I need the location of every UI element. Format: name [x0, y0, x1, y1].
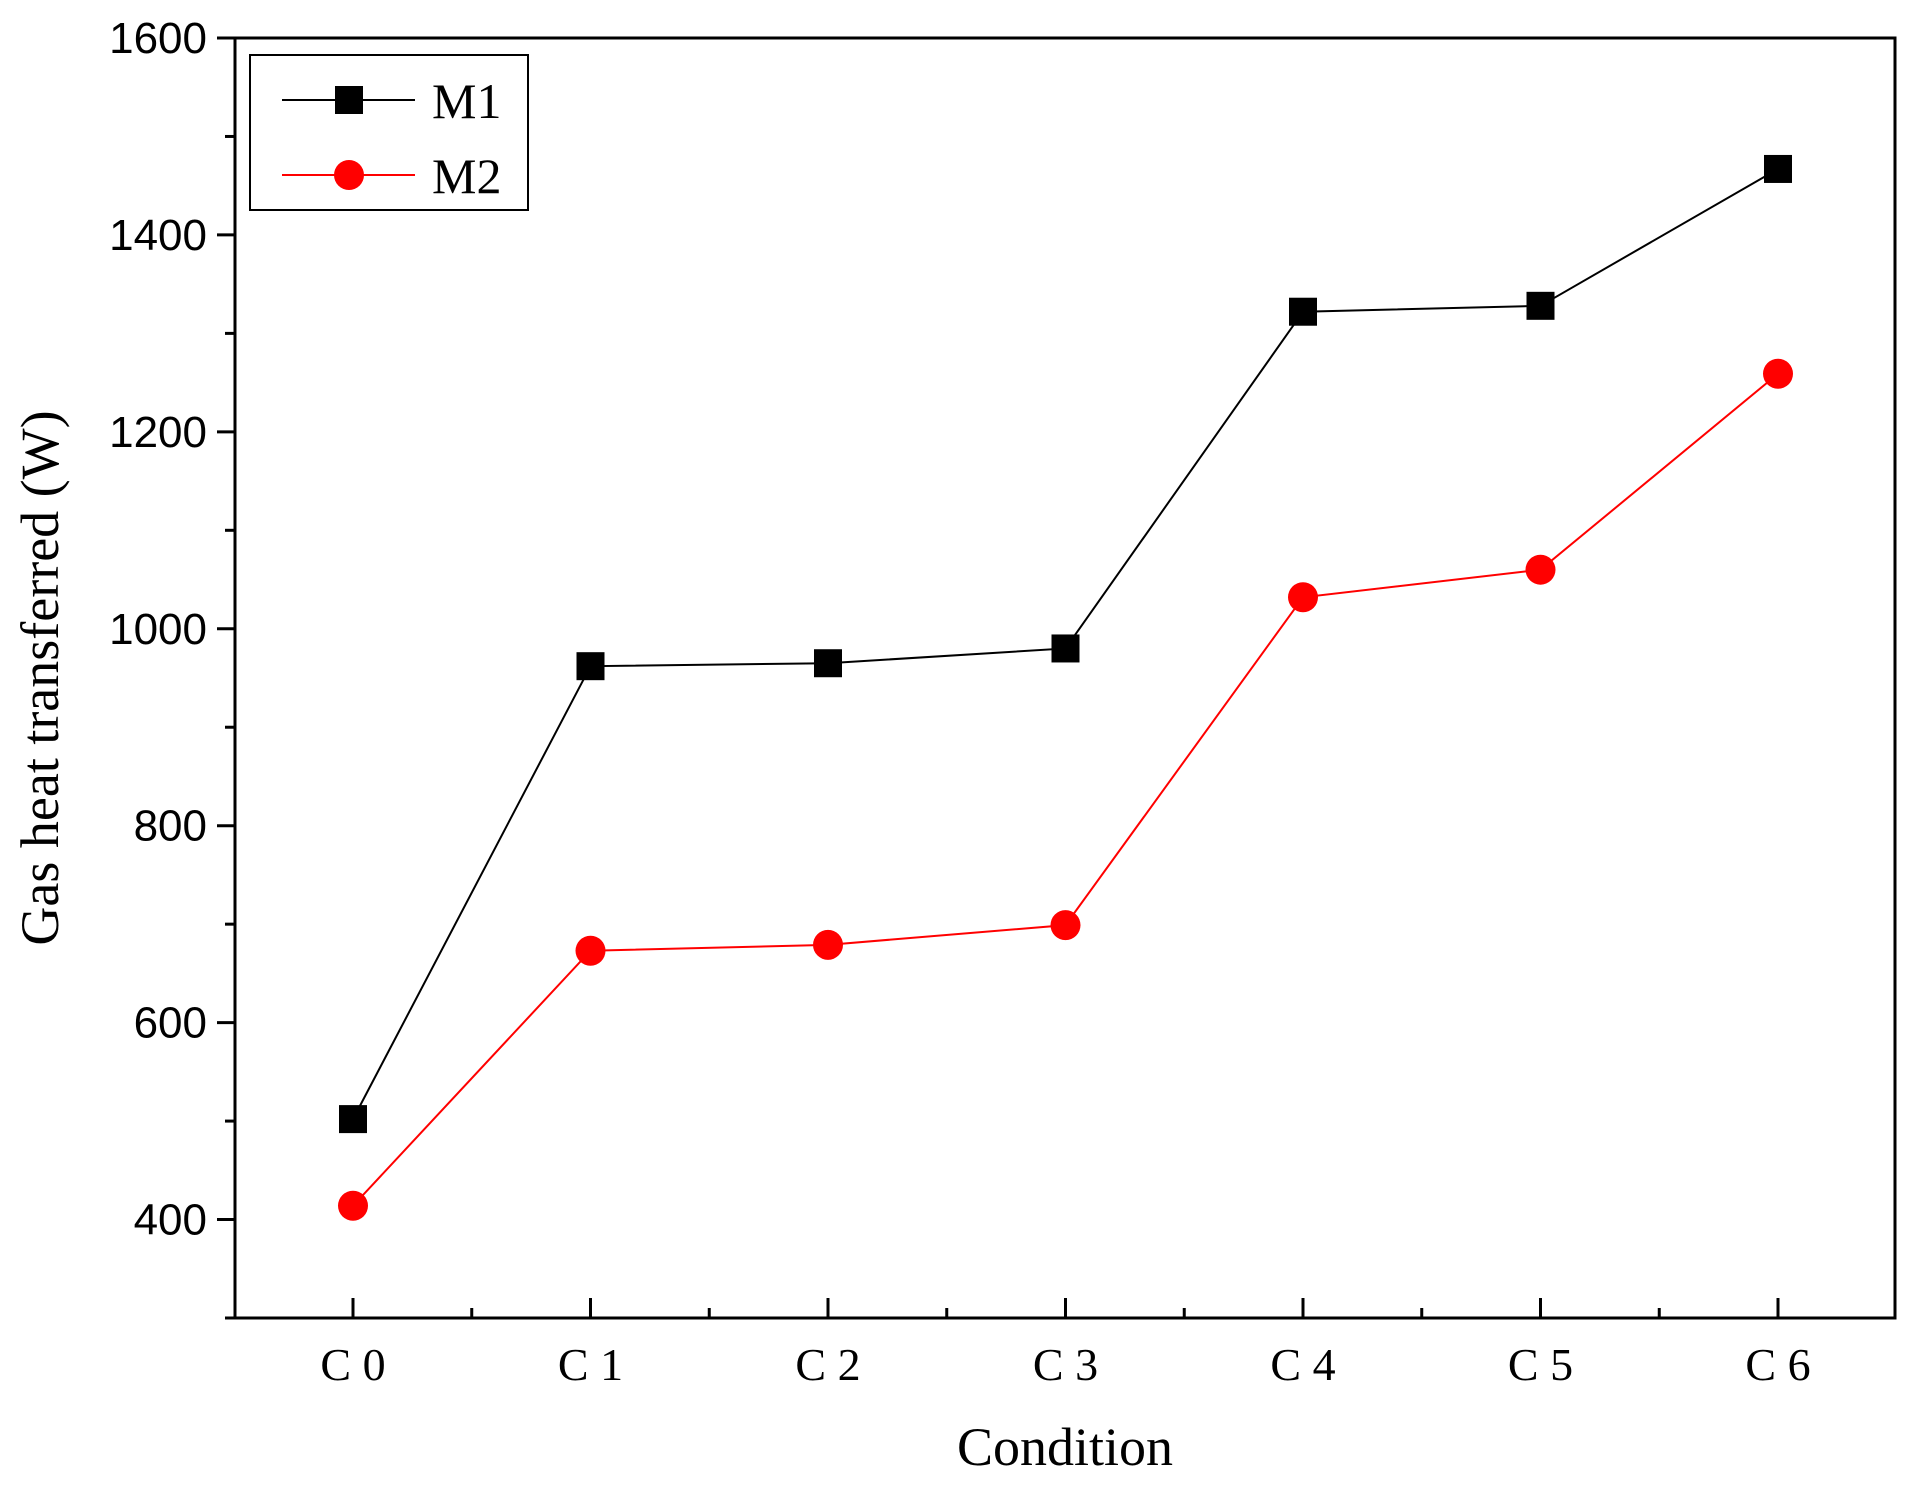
- data-point-m2: [575, 935, 606, 966]
- x-axis: C 0 C 1 C 2 C 3 C 4 C 5 C 6: [320, 1298, 1811, 1390]
- data-point-m2: [338, 1190, 368, 1221]
- data-point-m1: [1764, 154, 1792, 183]
- x-tick-label: C 5: [1508, 1339, 1573, 1390]
- series-layer: [338, 154, 1793, 1221]
- data-point-m1: [576, 652, 605, 681]
- data-point-m2: [1288, 582, 1318, 613]
- y-tick-label: 1000: [109, 605, 207, 654]
- x-tick-label: C 2: [795, 1339, 860, 1390]
- data-point-m1: [339, 1105, 367, 1134]
- data-point-m1: [814, 649, 842, 678]
- legend-marker-m1: [335, 86, 363, 114]
- y-tick-label: 1400: [109, 211, 207, 260]
- data-point-m2: [1763, 358, 1793, 389]
- y-tick-label: 1200: [109, 408, 207, 457]
- x-tick-label: C 1: [558, 1339, 623, 1390]
- legend-box: [249, 54, 529, 211]
- data-point-m1: [1051, 634, 1080, 663]
- x-tick-label: C 0: [320, 1339, 385, 1390]
- data-point-m1: [1526, 291, 1555, 320]
- y-tick-label: 400: [134, 1196, 207, 1245]
- data-point-m2: [813, 929, 843, 960]
- data-point-m1: [1289, 297, 1317, 326]
- legend-label-m1: M1: [432, 73, 501, 129]
- y-tick-label: 600: [134, 999, 207, 1048]
- plot-frame: [233, 36, 1897, 1320]
- legend-label-m2: M2: [432, 148, 501, 204]
- x-axis-title: Condition: [957, 1417, 1173, 1477]
- x-tick-label: C 6: [1745, 1339, 1810, 1390]
- x-tick-label: C 3: [1033, 1339, 1098, 1390]
- legend: M1 M2: [249, 54, 529, 211]
- data-point-m2: [1525, 554, 1556, 585]
- y-axis: 400 600 800 1000 1200 1400 1600: [109, 14, 235, 1320]
- series-line-m2: [352, 372, 1779, 1207]
- y-tick-label: 1600: [109, 14, 207, 63]
- y-axis-title: Gas heat transferred (W): [10, 410, 70, 945]
- y-tick-label: 800: [134, 802, 207, 851]
- x-tick-label: C 4: [1270, 1339, 1335, 1390]
- legend-marker-m2: [334, 160, 364, 190]
- data-point-m2: [1050, 910, 1081, 941]
